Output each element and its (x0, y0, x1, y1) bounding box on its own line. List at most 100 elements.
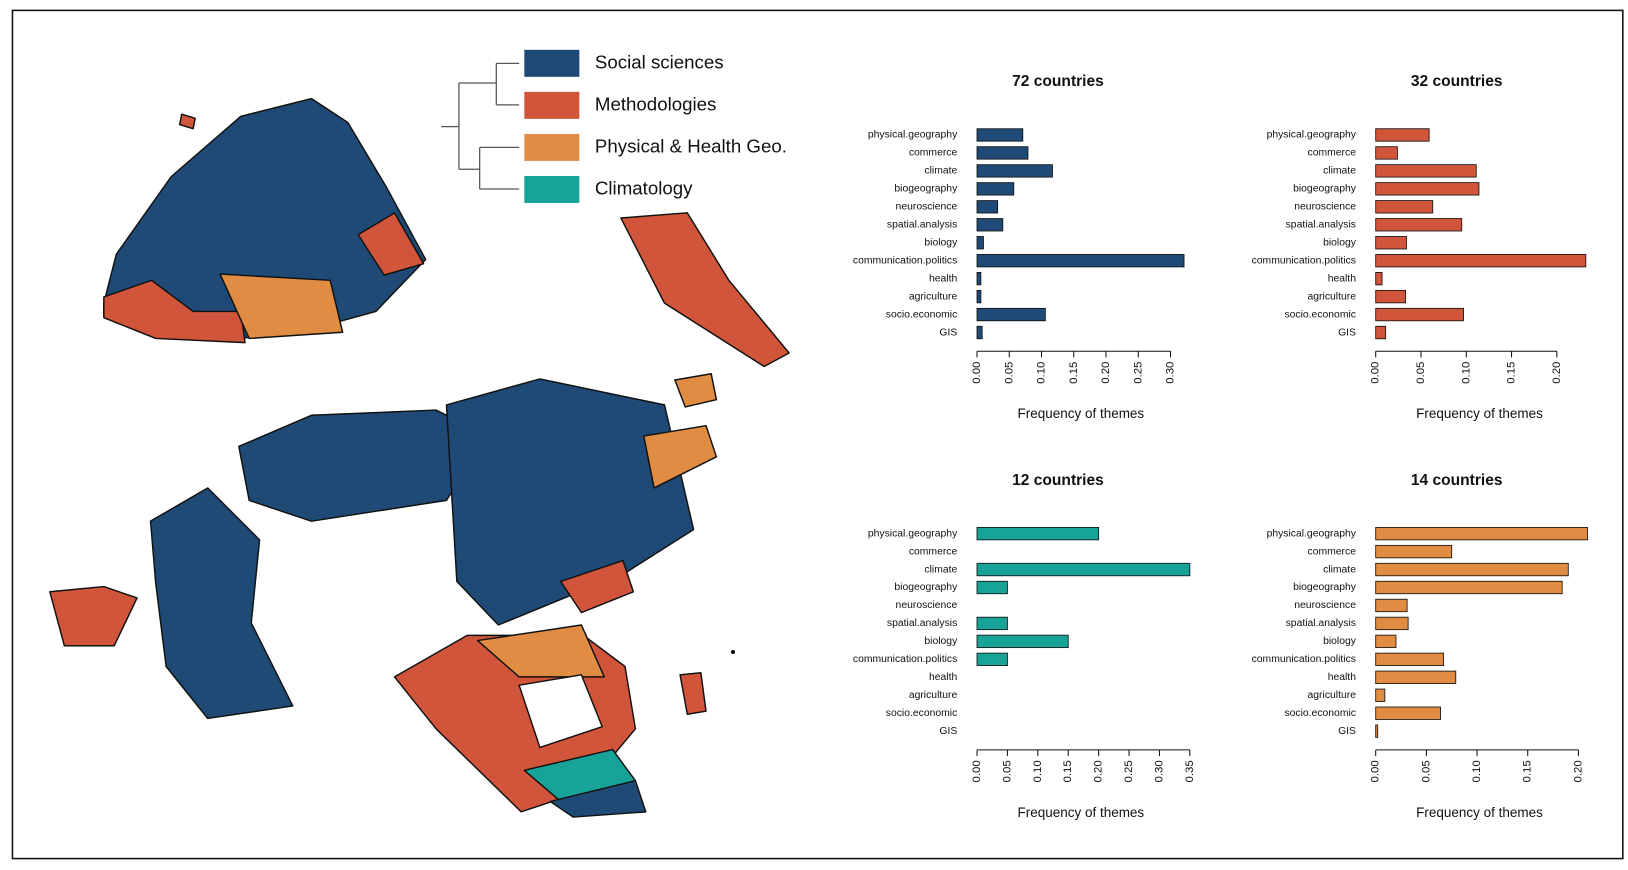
y-tick-label: commerce (909, 148, 958, 159)
x-tick-label: 0.20 (1551, 362, 1563, 384)
legend-swatch (524, 133, 580, 161)
bar (976, 182, 1015, 196)
dendrogram (441, 62, 520, 190)
bar (1375, 236, 1407, 250)
legend-swatch (524, 91, 580, 119)
legend-swatch (524, 175, 580, 203)
x-tick-label: 0.25 (1123, 760, 1135, 782)
map (49, 97, 790, 818)
y-tick-label: commerce (1308, 546, 1357, 557)
y-tick-label: physical.geography (868, 528, 958, 539)
y-tick-label: biology (1323, 636, 1357, 647)
x-axis-label: Frequency of themes (1416, 406, 1543, 421)
x-tick-label: 0.10 (1460, 362, 1472, 384)
bar (1375, 289, 1407, 304)
x-tick-label: 0.05 (1001, 760, 1013, 782)
y-tick-label: health (1328, 273, 1356, 284)
bar (1375, 272, 1383, 286)
y-tick-label: agriculture (1308, 291, 1357, 302)
y-tick-label: spatial.analysis (1286, 618, 1356, 629)
bar (976, 146, 1029, 160)
y-tick-label: agriculture (1308, 690, 1357, 701)
x-tick-label: 0.00 (971, 760, 983, 782)
bar (976, 580, 1008, 595)
x-tick-label: 0.05 (1415, 362, 1427, 384)
y-tick-label: GIS (939, 726, 957, 737)
y-tick-label: biogeography (1293, 184, 1357, 195)
legend-label: Social sciences (595, 51, 724, 72)
y-tick-label: communication.politics (1252, 654, 1356, 665)
bar (1375, 307, 1464, 322)
x-tick-label: 0.35 (1184, 760, 1196, 782)
y-tick-label: climate (924, 166, 957, 177)
bar (1375, 128, 1430, 142)
y-tick-label: commerce (1308, 148, 1357, 159)
y-tick-label: biogeography (894, 582, 958, 593)
legend-label: Methodologies (595, 93, 716, 114)
bar (976, 200, 999, 214)
bar (976, 616, 1008, 631)
y-tick-label: climate (1323, 564, 1356, 575)
x-tick-label: 0.20 (1093, 760, 1105, 782)
x-tick-label: 0.00 (1370, 362, 1382, 384)
y-tick-label: spatial.analysis (887, 618, 957, 629)
y-tick-label: physical.geography (1267, 130, 1357, 141)
y-tick-label: climate (1323, 166, 1356, 177)
x-tick-label: 0.05 (1420, 760, 1432, 782)
bar (976, 236, 984, 250)
x-tick-label: 0.00 (1370, 760, 1382, 782)
y-tick-label: physical.geography (1267, 528, 1357, 539)
y-tick-label: communication.politics (853, 654, 957, 665)
y-tick-label: health (929, 273, 957, 284)
bar (976, 634, 1069, 649)
chart-title: 12 countries (1012, 472, 1104, 489)
bar (1375, 616, 1409, 631)
bar (976, 218, 1004, 232)
x-tick-label: 0.25 (1132, 362, 1144, 384)
bar (976, 526, 1100, 541)
bar (1375, 706, 1441, 720)
x-axis-label: Frequency of themes (1017, 406, 1144, 421)
y-tick-label: neuroscience (896, 202, 958, 213)
bar (1375, 182, 1480, 196)
x-tick-label: 0.05 (1003, 362, 1015, 384)
bar (1375, 526, 1588, 541)
bar (1375, 598, 1408, 613)
y-tick-label: socio.economic (886, 708, 958, 719)
x-tick-label: 0.15 (1506, 362, 1518, 384)
bar (976, 307, 1046, 322)
y-tick-label: GIS (939, 327, 957, 338)
bar (976, 164, 1053, 178)
bar (1375, 200, 1434, 214)
charts: 72 countries physical.geography commerce cl… (853, 73, 1588, 820)
bar (976, 562, 1191, 577)
bar (1375, 688, 1386, 702)
y-tick-label: spatial.analysis (1286, 220, 1356, 231)
y-tick-label: health (929, 672, 957, 683)
y-tick-label: socio.economic (1284, 708, 1356, 719)
y-tick-label: socio.economic (1284, 309, 1356, 320)
x-tick-label: 0.20 (1100, 362, 1112, 384)
y-tick-label: communication.politics (853, 255, 957, 266)
y-tick-label: GIS (1338, 327, 1356, 338)
bar (976, 272, 982, 286)
legend-label: Climatology (595, 177, 693, 198)
bar (976, 254, 1185, 268)
y-tick-label: neuroscience (1294, 202, 1356, 213)
y-tick-label: biogeography (1293, 582, 1357, 593)
y-tick-label: biology (1323, 237, 1357, 248)
x-axis-label: Frequency of themes (1416, 805, 1543, 820)
y-tick-label: commerce (909, 546, 958, 557)
legend-label: Physical & Health Geo. (595, 135, 787, 156)
x-tick-label: 0.10 (1036, 362, 1048, 384)
y-tick-label: biology (924, 636, 958, 647)
x-tick-label: 0.20 (1572, 760, 1584, 782)
bar (1375, 146, 1398, 160)
y-tick-label: neuroscience (1294, 600, 1356, 611)
y-tick-label: GIS (1338, 726, 1356, 737)
y-tick-label: physical.geography (868, 130, 958, 141)
bar (1375, 254, 1587, 268)
x-tick-label: 0.10 (1032, 760, 1044, 782)
